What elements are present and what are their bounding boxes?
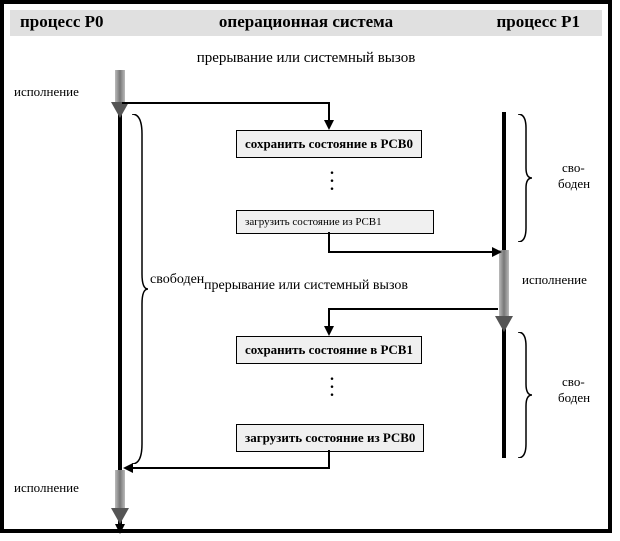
edge-out-loadpcb1-h [328,251,494,253]
label-exec-p1: исполнение [522,272,587,288]
p0-arrow-end [115,524,125,534]
label-idle-p1-bot1: сво- [562,374,585,390]
edge-p0-to-os [122,102,328,104]
edge-out-loadpcb0-v [328,450,330,468]
box-save-pcb1: сохранить состояние в PCB1 [236,336,422,364]
edge-p1-to-os [328,308,498,310]
p1-exec-arrow [495,316,513,332]
label-idle-p1-bot2: боден [558,390,590,406]
p0-exec-bar-bot [115,470,125,510]
box-save-pcb0: сохранить состояние в PCB0 [236,130,422,158]
label-idle-p1-top1: сво- [562,160,585,176]
edge-into-savepcb0 [328,102,330,122]
edge-into-savepcb1 [328,308,330,328]
dots-1: ... [330,166,334,190]
label-idle-p1-top2: боден [558,176,590,192]
dots-2: ... [330,372,334,396]
arrow-into-savepcb0 [324,120,334,130]
label-interrupt-2: прерывание или системный вызов [204,278,408,294]
diagram-frame: процесс P0 операционная система процесс … [0,0,612,533]
brace-p0-idle [126,114,148,464]
p0-exec-arrow-bot [111,508,129,524]
arrow-into-savepcb1 [324,326,334,336]
brace-p1-idle-bot [514,332,534,458]
header-os: операционная система [219,12,393,32]
header-p0: процесс P0 [20,12,104,32]
label-exec-p0-bot: исполнение [14,480,79,496]
brace-p1-idle-top [514,114,534,242]
label-exec-p0-top: исполнение [14,84,79,100]
edge-out-loadpcb1-v [328,232,330,252]
box-load-pcb0: загрузить состояние из PCB0 [236,424,424,452]
header-p1: процесс P1 [496,12,580,32]
p1-exec-bar [499,250,509,318]
edge-out-loadpcb0-h [132,467,330,469]
box-load-pcb1: загрузить состояние из PCB1 [236,210,434,234]
p0-exec-bar-top [115,70,125,104]
label-idle-p0: свободен [150,272,204,288]
p0-timeline [118,80,122,528]
arrow-to-p1 [492,247,502,257]
label-interrupt-1: прерывание или системный вызов [197,50,416,67]
arrow-to-p0 [123,463,133,473]
